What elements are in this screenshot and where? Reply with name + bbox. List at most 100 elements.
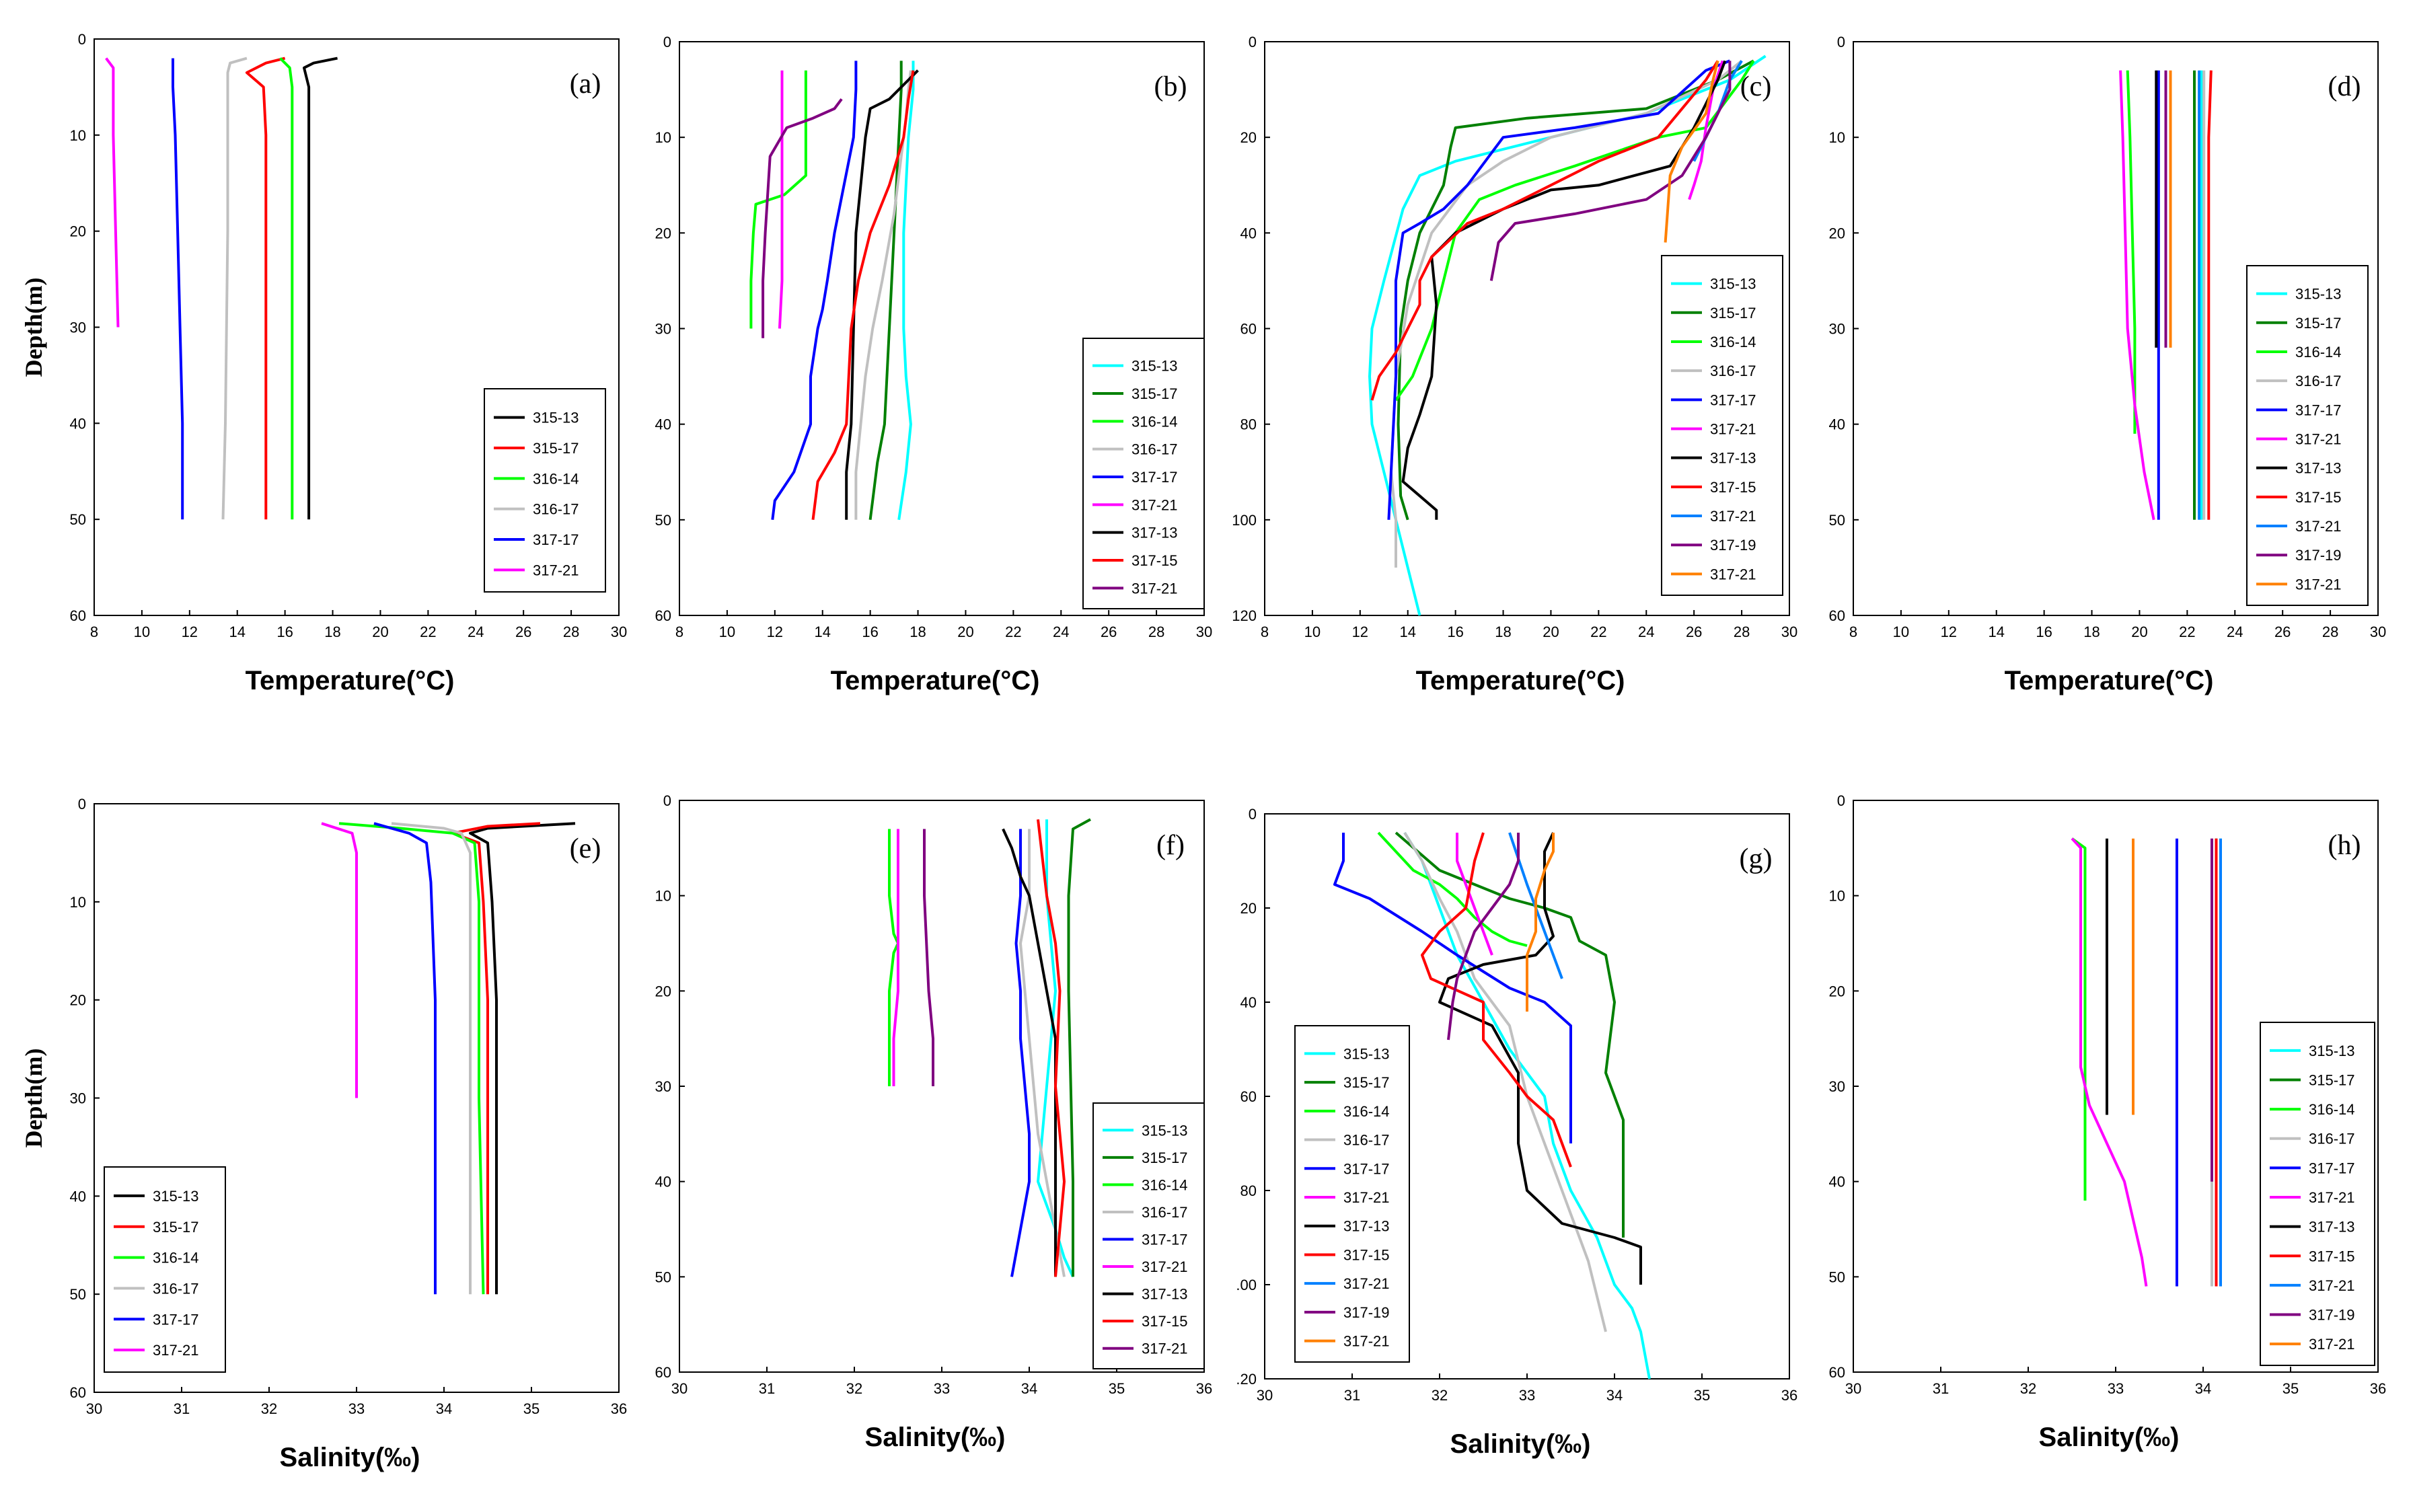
- x-tick-label: 34: [1606, 1387, 1623, 1404]
- y-tick-label: 10: [1829, 129, 1845, 146]
- x-tick-label: 18: [324, 623, 340, 640]
- y-tick-label: 60: [1240, 321, 1257, 338]
- legend-label: 315-13: [1142, 1122, 1188, 1139]
- y-tick-label: 40: [1829, 416, 1845, 433]
- legend-label: 316-14: [153, 1250, 199, 1267]
- y-tick-label: 40: [70, 415, 86, 432]
- y-tick-label: 20: [70, 223, 86, 240]
- x-tick-label: 26: [1686, 623, 1702, 640]
- y-tick-label: 40: [1240, 994, 1257, 1011]
- legend-label: 316-14: [2309, 1101, 2355, 1118]
- legend: 315-13 315-17 316-14 316-17 317-17 317-21: [104, 1166, 226, 1373]
- x-tick-label: 8: [90, 623, 98, 640]
- y-tick-label: 80: [1240, 1182, 1257, 1199]
- y-tick-label: 30: [70, 319, 86, 336]
- x-tick-label: 32: [1432, 1387, 1448, 1404]
- x-tick-label: 35: [1694, 1387, 1710, 1404]
- x-axis-label: Salinity(‰): [280, 1443, 420, 1472]
- panel-label: (a): [570, 69, 601, 100]
- series-line-315-13: [897, 61, 915, 521]
- y-tick-label: 50: [655, 1269, 671, 1285]
- x-tick-label: 22: [1005, 623, 1021, 640]
- legend-label: 317-21: [1343, 1275, 1390, 1292]
- x-tick-label: 24: [2227, 623, 2243, 640]
- x-tick-label: 35: [2282, 1380, 2299, 1397]
- legend-label: 317-21: [1131, 580, 1178, 597]
- legend-label: 317-15: [1131, 552, 1178, 569]
- y-tick-label: 100: [1232, 512, 1257, 529]
- panel-g: 30 31 32 33 34 35 36 0 20 40 60 80 .00 .20 (g) Salinity…: [1236, 806, 1797, 1459]
- y-tick-label: .20: [1236, 1371, 1257, 1388]
- y-tick-label: 60: [70, 1384, 86, 1401]
- x-tick-label: 31: [174, 1400, 190, 1417]
- series-line-315-13: [469, 822, 576, 1295]
- series-line-316-17: [391, 822, 472, 1295]
- y-tick-label: 10: [70, 894, 86, 911]
- x-tick-label: 20: [957, 623, 973, 640]
- x-tick-label: 24: [468, 623, 484, 640]
- x-tick-label: 35: [1109, 1380, 1125, 1397]
- series-line-317-21: [762, 98, 843, 338]
- y-tick-label: 30: [1829, 321, 1845, 338]
- y-tick-label: 120: [1232, 607, 1257, 624]
- legend-label: 317-15: [2309, 1248, 2355, 1264]
- x-tick-label: 24: [1638, 623, 1654, 640]
- x-tick-label: 30: [1196, 623, 1212, 640]
- y-tick-label: 20: [70, 992, 86, 1009]
- series-line-315-17: [1397, 59, 1754, 521]
- x-tick-label: 33: [348, 1400, 365, 1417]
- legend-label: 317-21: [153, 1342, 199, 1359]
- x-tick-label: 26: [1101, 623, 1117, 640]
- y-tick-label: 60: [1829, 1364, 1845, 1381]
- x-tick-label: 14: [229, 623, 245, 640]
- y-tick-label: 0: [1837, 792, 1845, 809]
- panel-label: (e): [570, 833, 601, 864]
- x-tick-label: 8: [1849, 623, 1857, 640]
- series-line-317-21: [1456, 833, 1493, 956]
- series-line-317-13: [845, 69, 919, 520]
- legend-label: 315-17: [2295, 315, 2342, 332]
- legend-label: 315-13: [2295, 286, 2342, 303]
- legend-label: 316-14: [1131, 413, 1178, 430]
- legend-label: 317-21: [1142, 1258, 1188, 1275]
- series-line-317-15: [1421, 832, 1572, 1168]
- x-tick-label: 18: [2083, 623, 2100, 640]
- x-tick-label: 30: [1257, 1387, 1273, 1404]
- series-line-316-14: [2126, 70, 2137, 434]
- legend-label: 317-15: [1142, 1313, 1188, 1330]
- series-line-316-14: [338, 822, 485, 1295]
- y-tick-label: 80: [1240, 416, 1257, 433]
- y-tick-label: 10: [655, 129, 671, 146]
- legend-label: 317-21: [1710, 508, 1756, 525]
- legend-label: 317-13: [1142, 1286, 1188, 1303]
- legend-label: 317-21: [2295, 431, 2342, 448]
- x-tick-label: 10: [134, 623, 150, 640]
- y-axis-label: Depth(m): [20, 1049, 47, 1148]
- legend-label: 317-19: [2309, 1307, 2355, 1324]
- legend-label: 317-19: [1710, 537, 1756, 554]
- y-tick-label: 20: [655, 983, 671, 999]
- legend-label: 317-21: [1710, 566, 1756, 582]
- x-tick-label: 34: [2195, 1380, 2211, 1397]
- y-tick-label: 30: [70, 1090, 86, 1107]
- legend-label: 317-15: [1343, 1246, 1390, 1263]
- legend-label: 316-14: [1142, 1176, 1188, 1193]
- series-line-317-19: [1489, 61, 1732, 281]
- legend-label: 317-21: [2309, 1277, 2355, 1294]
- x-tick-label: 24: [1053, 623, 1069, 640]
- y-tick-label: 50: [70, 511, 86, 528]
- y-tick-label: 0: [1249, 806, 1257, 823]
- legend-label: 317-21: [1142, 1340, 1188, 1357]
- x-tick-label: 30: [1845, 1380, 1861, 1397]
- legend-label: 317-15: [1710, 479, 1756, 496]
- series-line-317-21: [2119, 70, 2155, 521]
- x-tick-label: 36: [1781, 1387, 1797, 1404]
- series-line-315-17: [868, 61, 903, 521]
- panel-label: (d): [2328, 71, 2361, 102]
- x-tick-label: 10: [719, 623, 735, 640]
- series-line-315-13: [303, 56, 338, 520]
- series-line-317-21: [105, 57, 120, 328]
- y-tick-label: 40: [1240, 225, 1257, 241]
- x-tick-label: 12: [1941, 623, 1957, 640]
- series-line-317-21: [2071, 837, 2148, 1287]
